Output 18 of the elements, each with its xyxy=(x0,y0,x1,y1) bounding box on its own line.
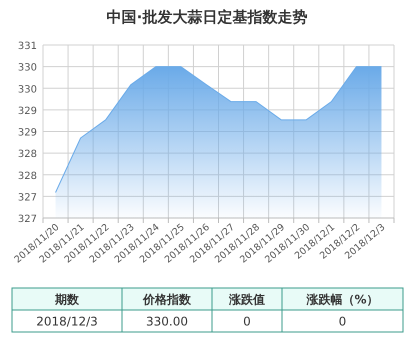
text: 2018/12/3 xyxy=(36,314,98,328)
y-tick-label: 330 xyxy=(18,84,37,96)
text: 涨跌值 xyxy=(228,292,265,306)
text: 涨跌幅（%） xyxy=(305,292,379,306)
y-tick-label: 327 xyxy=(18,214,37,225)
text: 价格指数 xyxy=(142,292,192,306)
text: 0 xyxy=(243,314,251,328)
y-tick-label: 329 xyxy=(18,106,37,117)
text: 0 xyxy=(338,314,346,328)
chart-title: 中国·批发大蒜日定基指数走势 xyxy=(106,8,308,26)
text: 期数 xyxy=(54,292,80,306)
y-tick-label: 329 xyxy=(18,128,37,138)
y-tick-label: 328 xyxy=(18,149,37,160)
text: 330.00 xyxy=(146,314,188,328)
y-tick-label: 331 xyxy=(18,41,37,52)
y-tick-label: 327 xyxy=(18,192,37,204)
y-tick-label: 328 xyxy=(18,170,37,182)
y-tick-label: 330 xyxy=(18,62,37,74)
